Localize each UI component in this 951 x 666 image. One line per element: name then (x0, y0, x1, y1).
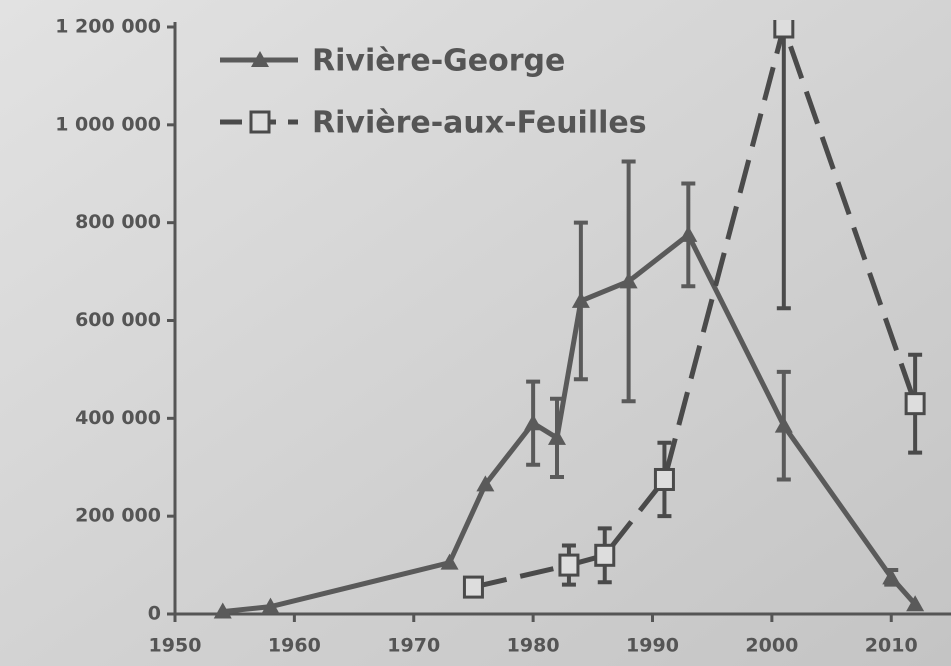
legend-label: Rivière-George (312, 44, 565, 79)
y-tick-label: 600 000 (75, 309, 161, 331)
marker (560, 555, 578, 575)
y-tick-label: 400 000 (75, 407, 161, 429)
legend-marker (251, 112, 269, 132)
y-tick-label: 0 (148, 603, 161, 625)
x-tick-label: 2010 (865, 635, 918, 657)
y-tick-label: 200 000 (75, 505, 161, 527)
y-tick-label: 1 200 000 (55, 16, 161, 38)
x-tick-label: 1980 (507, 635, 560, 657)
x-tick-label: 1960 (268, 635, 321, 657)
x-tick-label: 1950 (149, 635, 202, 657)
marker (906, 394, 924, 414)
marker (596, 545, 614, 565)
y-tick-label: 1 000 000 (55, 113, 161, 135)
chart: 0 200 000 400 000 600 000 800 000 1 000 000 1 … (0, 0, 951, 666)
marker (775, 17, 793, 37)
marker (464, 577, 482, 597)
x-tick-label: 2000 (745, 635, 798, 657)
page: 0 200 000 400 000 600 000 800 000 1 000 000 1 … (0, 0, 951, 666)
y-tick-label: 800 000 (75, 211, 161, 233)
x-tick-label: 1990 (626, 635, 679, 657)
marker (655, 469, 673, 489)
x-tick-label: 1970 (387, 635, 440, 657)
legend-label: Rivière-aux-Feuilles (312, 106, 647, 141)
